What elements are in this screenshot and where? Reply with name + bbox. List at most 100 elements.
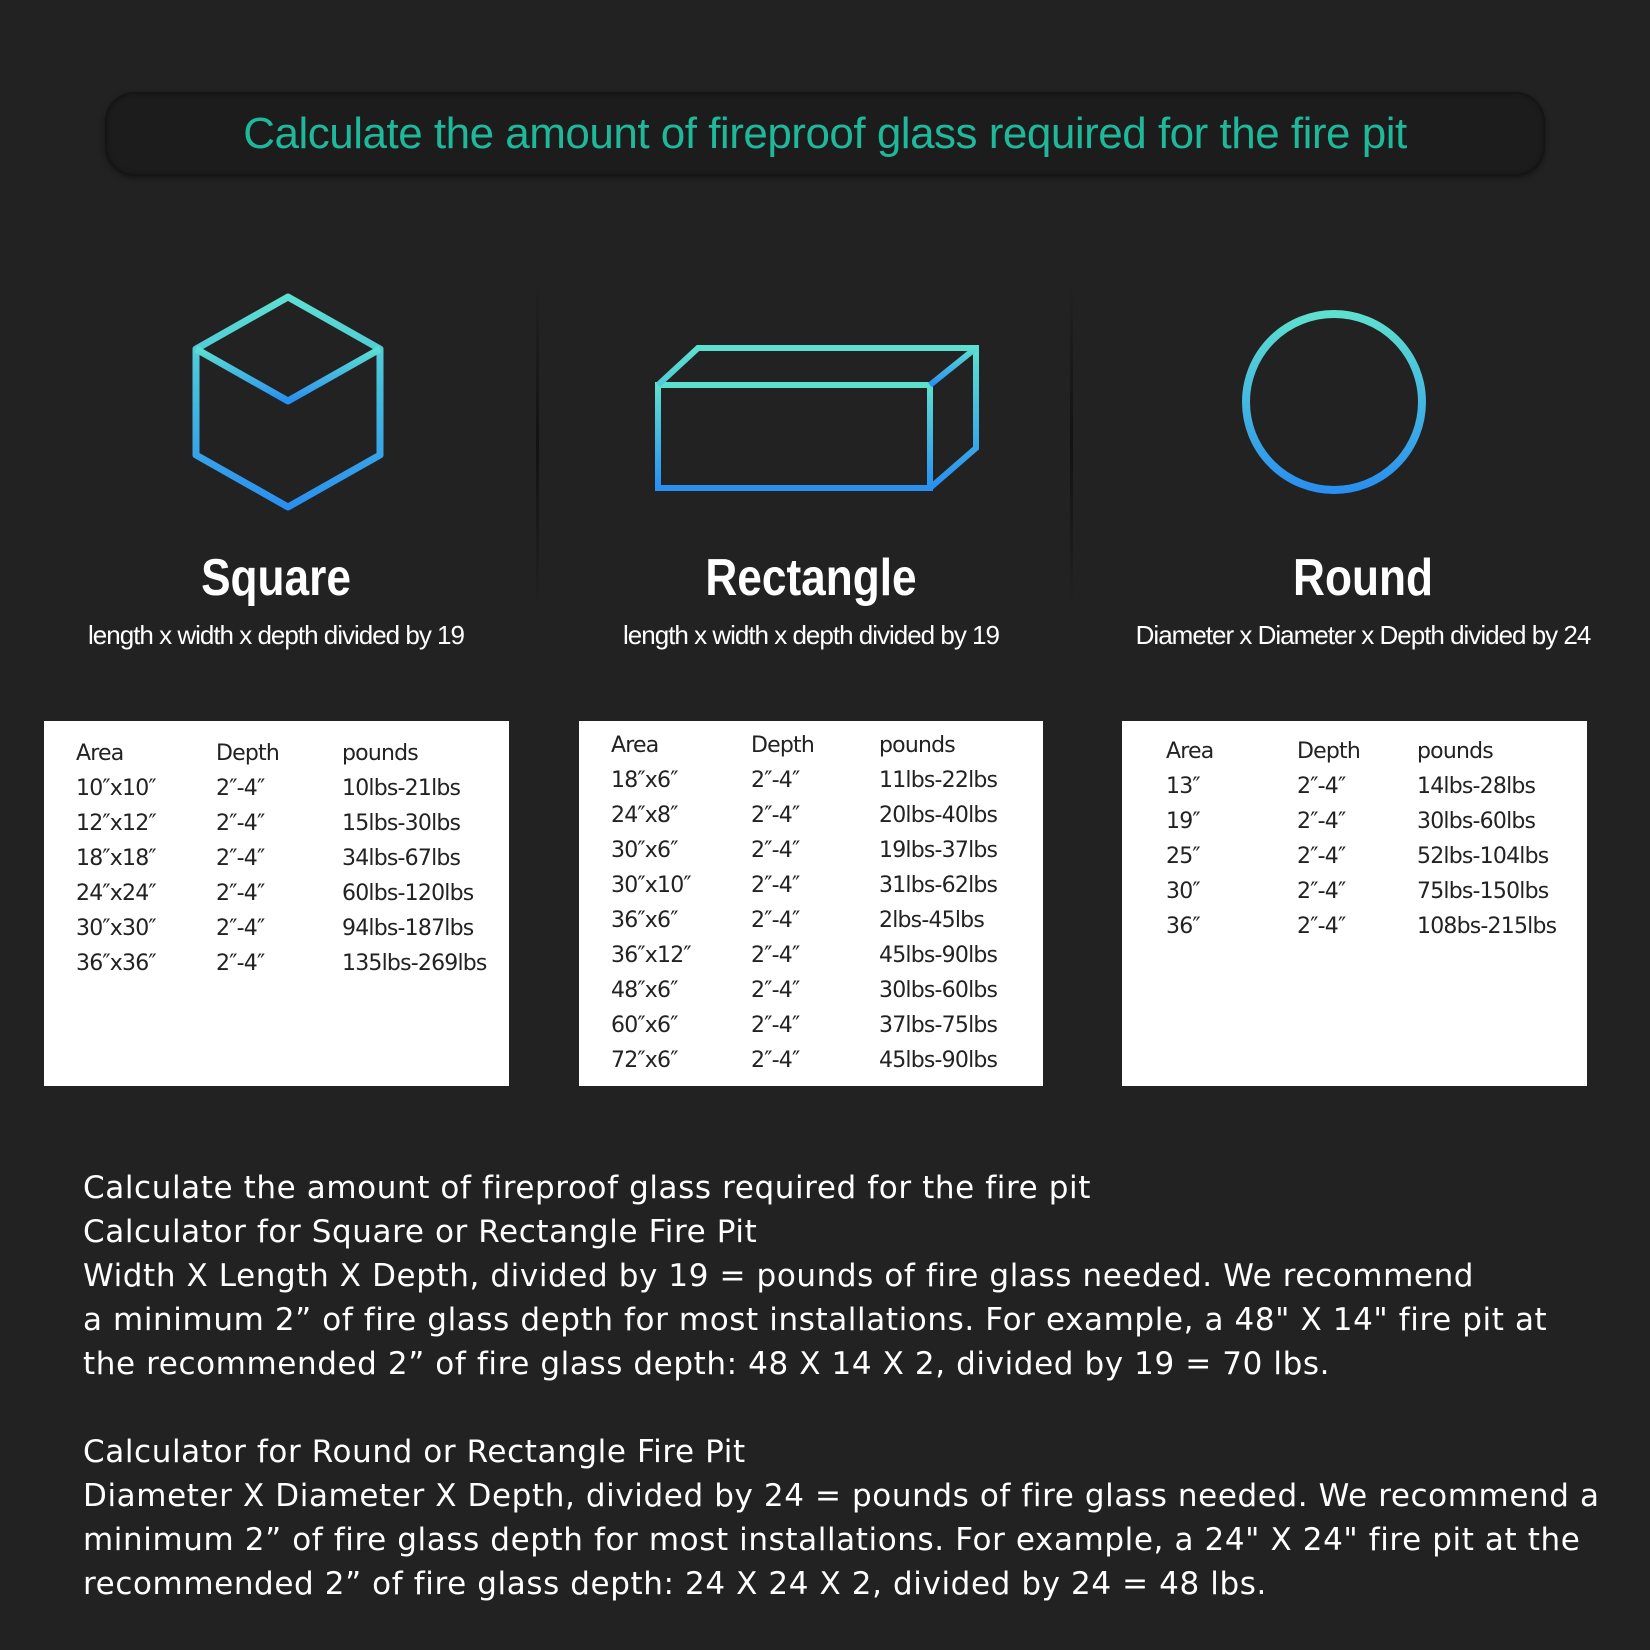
square-title: Square xyxy=(201,549,351,607)
table-cell: 30″x10″ xyxy=(611,873,692,898)
banner-title: Calculate the amount of fireproof glass … xyxy=(243,109,1407,158)
rectangle-title: Rectangle xyxy=(705,549,917,607)
rectangle-table: Area Depth pounds 18″x6″ 2″-4″ 11lbs-22lbs 24″… xyxy=(579,721,1043,1086)
table-row: 30″x6″ 2″-4″ 19lbs-37lbs xyxy=(579,838,1043,873)
description-line: the recommended 2” of fire glass depth: … xyxy=(83,1346,1331,1382)
circle-icon xyxy=(1242,310,1426,494)
round-table: Area Depth pounds 13″ 2″-4″ 14lbs-28lbs 19″ 2″-… xyxy=(1122,721,1587,1086)
column-header: Depth xyxy=(216,741,280,766)
table-cell: 48″x6″ xyxy=(611,978,678,1003)
table-cell: 2lbs-45lbs xyxy=(879,908,985,933)
column-header: pounds xyxy=(1417,739,1494,764)
table-header-row: Area Depth pounds xyxy=(1122,739,1587,774)
table-cell: 2″-4″ xyxy=(751,978,800,1003)
table-cell: 2″-4″ xyxy=(216,811,265,836)
cube-icon xyxy=(192,293,384,511)
table-row: 24″x8″ 2″-4″ 20lbs-40lbs xyxy=(579,803,1043,838)
table-cell: 18″x6″ xyxy=(611,768,678,793)
table-row: 30″ 2″-4″ 75lbs-150lbs xyxy=(1122,879,1587,914)
table-cell: 2″-4″ xyxy=(216,881,265,906)
table-cell: 15lbs-30lbs xyxy=(342,811,461,836)
description-line: recommended 2” of fire glass depth: 24 X… xyxy=(83,1566,1267,1602)
table-cell: 24″x8″ xyxy=(611,803,678,828)
table-row: 60″x6″ 2″-4″ 37lbs-75lbs xyxy=(579,1013,1043,1048)
table-cell: 2″-4″ xyxy=(751,803,800,828)
table-cell: 2″-4″ xyxy=(216,951,265,976)
column-header: Area xyxy=(1166,739,1214,764)
table-cell: 2″-4″ xyxy=(751,943,800,968)
square-formula: length x width x depth divided by 19 xyxy=(88,620,465,650)
column-header: pounds xyxy=(879,733,956,758)
table-row: 36″ 2″-4″ 108bs-215lbs xyxy=(1122,914,1587,949)
table-cell: 60lbs-120lbs xyxy=(342,881,474,906)
round-calc-title: Calculator for Round or Rectangle Fire P… xyxy=(83,1434,746,1470)
table-cell: 94lbs-187lbs xyxy=(342,916,474,941)
description-line: Width X Length X Depth, divided by 19 = … xyxy=(83,1258,1475,1294)
column-divider xyxy=(536,280,539,610)
table-cell: 36″x6″ xyxy=(611,908,678,933)
table-cell: 2″-4″ xyxy=(216,916,265,941)
table-cell: 30lbs-60lbs xyxy=(879,978,998,1003)
table-row: 72″x6″ 2″-4″ 45lbs-90lbs xyxy=(579,1048,1043,1083)
table-row: 36″x12″ 2″-4″ 45lbs-90lbs xyxy=(579,943,1043,978)
description: Calculate the amount of fireproof glass … xyxy=(83,1166,1603,1606)
table-cell: 45lbs-90lbs xyxy=(879,943,998,968)
table-cell: 72″x6″ xyxy=(611,1048,678,1073)
description-line: minimum 2” of fire glass depth for most … xyxy=(83,1522,1581,1558)
table-cell: 34lbs-67lbs xyxy=(342,846,461,871)
table-cell: 37lbs-75lbs xyxy=(879,1013,998,1038)
table-cell: 25″ xyxy=(1166,844,1201,869)
table-row: 36″x6″ 2″-4″ 2lbs-45lbs xyxy=(579,908,1043,943)
column-header: Area xyxy=(611,733,659,758)
table-cell: 30lbs-60lbs xyxy=(1417,809,1536,834)
table-cell: 30″x6″ xyxy=(611,838,678,863)
table-row: 18″x18″ 2″-4″ 34lbs-67lbs xyxy=(44,846,509,881)
table-cell: 75lbs-150lbs xyxy=(1417,879,1549,904)
column-divider xyxy=(1070,280,1073,610)
table-cell: 10lbs-21lbs xyxy=(342,776,461,801)
table-cell: 108bs-215lbs xyxy=(1417,914,1557,939)
table-cell: 31lbs-62lbs xyxy=(879,873,998,898)
table-cell: 52lbs-104lbs xyxy=(1417,844,1549,869)
table-cell: 2″-4″ xyxy=(751,768,800,793)
table-cell: 2″-4″ xyxy=(1297,809,1346,834)
table-cell: 2″-4″ xyxy=(751,873,800,898)
table-cell: 2″-4″ xyxy=(1297,774,1346,799)
column-header: Depth xyxy=(751,733,815,758)
table-cell: 135lbs-269lbs xyxy=(342,951,487,976)
table-row: 30″x30″ 2″-4″ 94lbs-187lbs xyxy=(44,916,509,951)
table-cell: 30″ xyxy=(1166,879,1201,904)
table-row: 12″x12″ 2″-4″ 15lbs-30lbs xyxy=(44,811,509,846)
table-row: 25″ 2″-4″ 52lbs-104lbs xyxy=(1122,844,1587,879)
table-cell: 2″-4″ xyxy=(216,846,265,871)
round-title: Round xyxy=(1293,549,1433,607)
table-cell: 19lbs-37lbs xyxy=(879,838,998,863)
table-cell: 36″ xyxy=(1166,914,1201,939)
table-cell: 24″x24″ xyxy=(76,881,157,906)
table-cell: 12″x12″ xyxy=(76,811,157,836)
table-cell: 14lbs-28lbs xyxy=(1417,774,1536,799)
column-header: Depth xyxy=(1297,739,1361,764)
table-row: 30″x10″ 2″-4″ 31lbs-62lbs xyxy=(579,873,1043,908)
table-cell: 18″x18″ xyxy=(76,846,157,871)
rectangular-prism-icon xyxy=(655,345,979,491)
table-row: 36″x36″ 2″-4″ 135lbs-269lbs xyxy=(44,951,509,986)
column-header: Area xyxy=(76,741,124,766)
column-header: pounds xyxy=(342,741,419,766)
table-header-row: Area Depth pounds xyxy=(579,733,1043,768)
table-cell: 13″ xyxy=(1166,774,1201,799)
table-cell: 2″-4″ xyxy=(1297,879,1346,904)
table-cell: 2″-4″ xyxy=(1297,844,1346,869)
rectangle-formula: length x width x depth divided by 19 xyxy=(623,620,1000,650)
table-cell: 45lbs-90lbs xyxy=(879,1048,998,1073)
table-header-row: Area Depth pounds xyxy=(44,741,509,776)
table-cell: 2″-4″ xyxy=(751,908,800,933)
table-cell: 60″x6″ xyxy=(611,1013,678,1038)
table-cell: 2″-4″ xyxy=(751,838,800,863)
table-cell: 10″x10″ xyxy=(76,776,157,801)
description-line: Diameter X Diameter X Depth, divided by … xyxy=(83,1478,1600,1514)
table-cell: 2″-4″ xyxy=(216,776,265,801)
table-row: 48″x6″ 2″-4″ 30lbs-60lbs xyxy=(579,978,1043,1013)
round-formula: Diameter x Diameter x Depth divided by 2… xyxy=(1135,620,1592,650)
table-cell: 20lbs-40lbs xyxy=(879,803,998,828)
